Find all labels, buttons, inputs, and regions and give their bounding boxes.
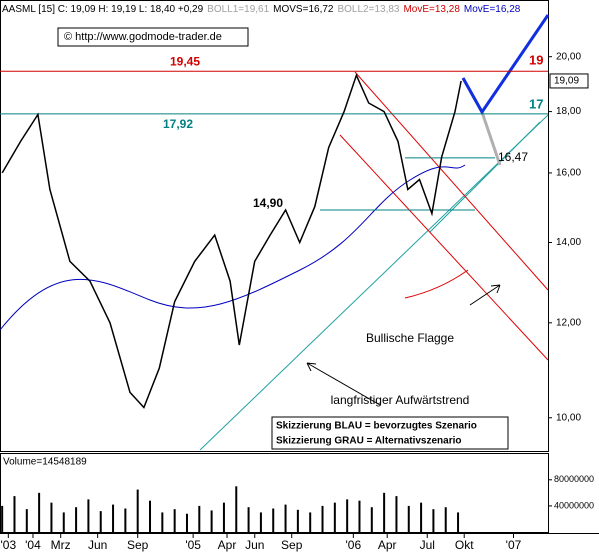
volume-bar — [112, 504, 115, 532]
level-label: 16,47 — [498, 150, 528, 164]
x-tick-label: Jun — [88, 538, 107, 552]
volume-bar — [50, 502, 53, 532]
volume-panel-frame — [0, 453, 549, 533]
level-edge-label: 19 — [529, 53, 543, 68]
header-item: AASML [15] C: 19,09 H: 19,19 L: 18,40 +0… — [2, 4, 204, 15]
y-tick-label: 18,00 — [556, 106, 581, 117]
x-tick-label: Apr — [218, 538, 237, 552]
volume-bar — [259, 512, 262, 532]
y-tick-label: 10,00 — [556, 412, 581, 423]
volume-bar — [358, 500, 361, 532]
scenario-legend-blue: Skizzierung BLAU = bevorzugtes Szenario — [276, 421, 477, 432]
volume-y-tick-label: 80000000 — [554, 474, 594, 484]
volume-bar — [247, 507, 250, 532]
y-tick-label: 14,00 — [556, 237, 581, 248]
volume-bar — [296, 509, 299, 532]
volume-bar — [272, 508, 275, 532]
volume-bar — [235, 486, 238, 532]
volume-bar — [87, 499, 90, 532]
trend-arrow — [306, 362, 381, 406]
volume-bar — [444, 507, 447, 532]
level-label: 17,92 — [163, 117, 193, 131]
scenario-legend-box — [271, 416, 509, 450]
volume-bar — [370, 507, 373, 532]
header-item: MovE=16,28 — [464, 4, 521, 15]
volume-bar — [161, 512, 164, 532]
volume-bar — [395, 496, 398, 532]
x-tick-label: '06 — [345, 538, 361, 552]
level-label: 19,45 — [170, 54, 200, 68]
volume-bar — [25, 509, 28, 532]
header: AASML [15] C: 19,09 H: 19,19 L: 18,40 +0… — [2, 4, 521, 15]
volume-bar — [321, 505, 324, 532]
volume-bar — [62, 512, 65, 532]
x-tick-label: Sep — [281, 538, 303, 552]
volume-bar — [284, 504, 287, 532]
header-item: BOLL1=19,61 — [207, 4, 269, 15]
volume-bar — [99, 511, 102, 532]
y-tick-label: 20,00 — [556, 51, 581, 62]
volume-bar — [432, 509, 435, 532]
flag-annotation: Bullische Flagge — [366, 331, 454, 345]
volume-bar — [198, 505, 201, 532]
x-tick-label: '03 — [0, 538, 16, 552]
channel-lower — [339, 134, 549, 361]
x-tick-label: '04 — [25, 538, 41, 552]
moving-average-fragment — [404, 269, 469, 299]
volume-bar — [346, 499, 349, 532]
volume-bar — [149, 500, 152, 532]
x-tick-label: Okt — [455, 538, 474, 552]
volume-bar — [38, 492, 41, 532]
x-tick-label: Sep — [127, 538, 149, 552]
level-label: 14,90 — [253, 196, 283, 210]
header-item: BOLL2=13,83 — [337, 4, 399, 15]
volume-bar — [333, 502, 336, 532]
moving-average — [0, 164, 466, 331]
flag-arrow — [469, 284, 501, 306]
uptrend-line — [199, 114, 549, 451]
volume-bar — [124, 508, 127, 532]
x-tick-label: Apr — [378, 538, 397, 552]
level-edge-label: 17 — [529, 96, 543, 111]
volume-bar — [222, 502, 225, 532]
volume-bar — [457, 512, 460, 532]
copyright-box — [57, 27, 249, 47]
volume-title: Volume=14548189 — [3, 457, 87, 468]
trend-annotation: langfristiger Aufwärtstrend — [331, 393, 470, 407]
volume-bar — [185, 513, 188, 532]
x-tick-label: Jun — [245, 538, 264, 552]
volume-bar — [173, 509, 176, 532]
last-price-label: 19,09 — [554, 76, 579, 87]
x-tick-label: '07 — [506, 538, 522, 552]
x-tick-label: Mrz — [51, 538, 71, 552]
copyright: © http://www.godmode-trader.de — [64, 31, 222, 43]
scenario-legend-gray: Skizzierung GRAU = Alternativszenario — [276, 436, 462, 447]
header-item: MovE=13,28 — [403, 4, 460, 15]
volume-bar — [210, 510, 213, 532]
price-panel-frame — [0, 0, 549, 452]
header-item: MOVS=16,72 — [273, 4, 334, 15]
flag-support-line — [429, 121, 541, 233]
channel-upper — [354, 71, 549, 291]
blue-scenario — [461, 14, 550, 115]
price-line — [1, 73, 462, 409]
volume-bar — [13, 496, 16, 532]
volume-y-tick-label: 40000000 — [554, 500, 594, 510]
last-price-tag — [549, 73, 589, 89]
x-tick-label: '05 — [185, 538, 201, 552]
volume-bar — [420, 502, 423, 532]
volume-bar — [309, 512, 312, 532]
y-tick-label: 12,00 — [556, 317, 581, 328]
volume-bar — [407, 505, 410, 532]
volume-bar — [75, 507, 78, 532]
y-tick-label: 16,00 — [556, 168, 581, 179]
volume-bar — [1, 505, 4, 532]
volume-bar — [136, 489, 139, 532]
volume-bar — [383, 492, 386, 532]
x-tick-label: Jul — [420, 538, 435, 552]
